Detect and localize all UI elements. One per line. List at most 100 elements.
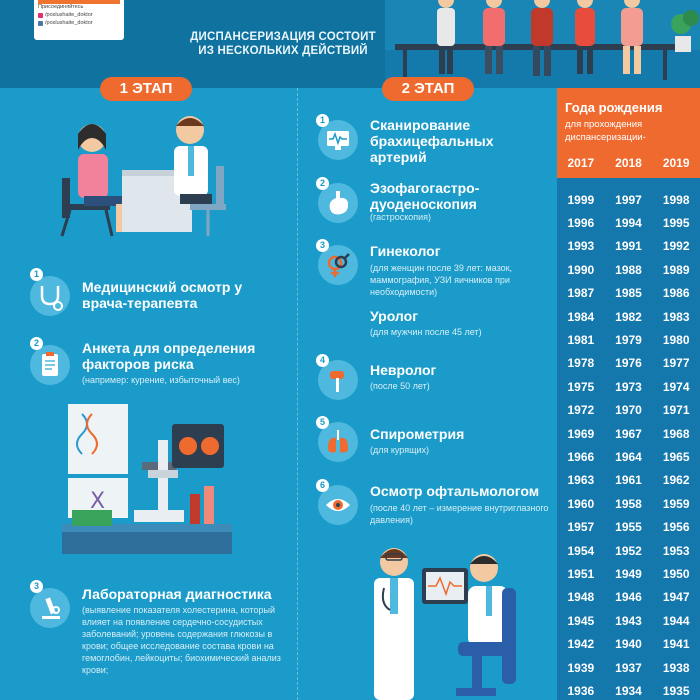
vk-link[interactable]: /poslushaite_doktor — [38, 19, 120, 27]
step-title: Гинеколог — [370, 243, 441, 259]
header-title: ДИСПАНСЕРИЗАЦИЯ СОСТОИТ ИЗ НЕСКОЛЬКИХ ДЕ… — [190, 31, 376, 57]
step-title: Осмотр офтальмологом — [370, 483, 540, 499]
step-title-2: Уролог — [370, 308, 419, 324]
table-cell: 1954 — [567, 543, 595, 558]
step-number: 5 — [316, 416, 329, 429]
table-row: 1954 1952 1953 — [557, 539, 700, 562]
step-title: Эзофагогастро-дуоденоскопия — [370, 180, 480, 212]
column-divider — [297, 88, 298, 700]
laboratory-illustration: X — [62, 404, 232, 554]
table-cell: 1946 — [615, 590, 642, 605]
stomach-icon — [318, 183, 358, 223]
step-subtitle: (для женщин после 39 лет: мазок, маммогр… — [370, 263, 513, 297]
table-cell: 1988 — [615, 262, 642, 277]
table-row: 1999 1997 1998 — [557, 188, 700, 211]
table-cell: 1939 — [567, 660, 595, 675]
table-cell: 1992 — [662, 239, 690, 254]
table-row: 1942 1940 1941 — [557, 632, 700, 655]
table-row: 1945 1943 1944 — [557, 609, 700, 632]
step-number: 3 — [30, 580, 43, 593]
table-cell: 1987 — [567, 286, 595, 301]
table-cell: 1990 — [567, 262, 595, 277]
table-body: 1999 1997 1998 1996 1994 1995 1993 1991 1992 1990… — [557, 188, 700, 700]
table-cell: 1994 — [615, 216, 642, 231]
step-title: Медицинский осмотр у врача-терапевта — [82, 279, 243, 311]
step-title: Сканирование брахицефальных артерий — [370, 117, 494, 165]
join-card: Присоединяйтесь /poslushaite_doktor /pos… — [34, 0, 124, 40]
step-title: Спирометрия — [370, 426, 465, 442]
table-cell: 1967 — [615, 426, 642, 441]
table-cell: 1956 — [662, 520, 690, 535]
table-cell: 1964 — [615, 449, 642, 464]
table-cell: 1961 — [615, 473, 642, 488]
table-header: Года рождения для прохождения диспансери… — [557, 88, 700, 178]
table-cell: 1965 — [662, 449, 690, 464]
table-row: 1996 1994 1995 — [557, 211, 700, 234]
table-cell: 1936 — [567, 683, 595, 698]
table-row: 1948 1946 1947 — [557, 586, 700, 609]
table-cell: 1980 — [662, 333, 690, 348]
table-cell: 1937 — [615, 660, 642, 675]
table-cell: 1999 — [567, 192, 595, 207]
table-row: 1936 1934 1935 — [557, 679, 700, 700]
vk-icon — [38, 20, 43, 26]
step-subtitle: (после 50 лет) — [370, 381, 430, 391]
stethoscope-icon — [30, 276, 70, 316]
table-cell: 1993 — [567, 239, 595, 254]
step-number: 4 — [316, 354, 329, 367]
table-cell: 1958 — [615, 496, 642, 511]
waiting-room-illustration — [385, 0, 700, 88]
lungs-icon — [318, 422, 358, 462]
table-row: 1972 1970 1971 — [557, 399, 700, 422]
table-cell: 1957 — [567, 520, 595, 535]
table-cell: 1966 — [567, 449, 595, 464]
table-cell: 1976 — [615, 356, 642, 371]
table-row: 1978 1976 1977 — [557, 352, 700, 375]
instagram-icon — [38, 12, 43, 18]
table-cell: 1938 — [662, 660, 690, 675]
table-row: 1981 1979 1980 — [557, 328, 700, 351]
table-subtitle: для прохождения диспансеризации- — [565, 119, 646, 143]
column-header: 2019 — [662, 156, 690, 170]
photo-strip — [38, 0, 120, 4]
table-cell: 1972 — [567, 403, 595, 418]
table-cell: 1986 — [662, 286, 690, 301]
column-header: 2017 — [567, 156, 595, 170]
table-cell: 1953 — [662, 543, 690, 558]
birth-years-table: Года рождения для прохождения диспансери… — [557, 88, 700, 700]
table-cell: 1973 — [615, 379, 642, 394]
step-number: 3 — [316, 239, 329, 252]
table-row: 1939 1937 1938 — [557, 656, 700, 679]
step-number: 2 — [316, 177, 329, 190]
table-cell: 1962 — [662, 473, 690, 488]
consultation-illustration — [60, 116, 226, 237]
table-cell: 1989 — [662, 262, 690, 277]
table-cell: 1969 — [567, 426, 595, 441]
table-cell: 1979 — [615, 333, 642, 348]
table-row: 1969 1967 1968 — [557, 422, 700, 445]
table-cell: 1948 — [567, 590, 595, 605]
step-subtitle: (гастроскопия) — [370, 212, 432, 222]
table-cell: 1960 — [567, 496, 595, 511]
table-cell: 1998 — [662, 192, 690, 207]
step-number: 2 — [30, 337, 43, 350]
step-title: Лабораторная диагностика — [82, 586, 272, 602]
table-cell: 1977 — [662, 356, 690, 371]
table-cell: 1995 — [662, 216, 690, 231]
table-cell: 1945 — [567, 613, 595, 628]
table-cell: 1950 — [662, 566, 690, 581]
table-cell: 1947 — [662, 590, 690, 605]
table-cell: 1974 — [662, 379, 690, 394]
table-cell: 1951 — [567, 566, 595, 581]
table-cell: 1940 — [615, 637, 642, 652]
table-cell: 1934 — [615, 683, 642, 698]
instagram-link[interactable]: /poslushaite_doktor — [38, 11, 120, 19]
step-title: Невролог — [370, 362, 437, 378]
step-number: 1 — [30, 268, 43, 281]
table-cell: 1996 — [567, 216, 595, 231]
step-number: 1 — [316, 114, 329, 127]
table-row: 1960 1958 1959 — [557, 492, 700, 515]
monitor-scan-icon — [318, 120, 358, 160]
table-cell: 1952 — [615, 543, 642, 558]
table-cell: 1949 — [615, 566, 642, 581]
